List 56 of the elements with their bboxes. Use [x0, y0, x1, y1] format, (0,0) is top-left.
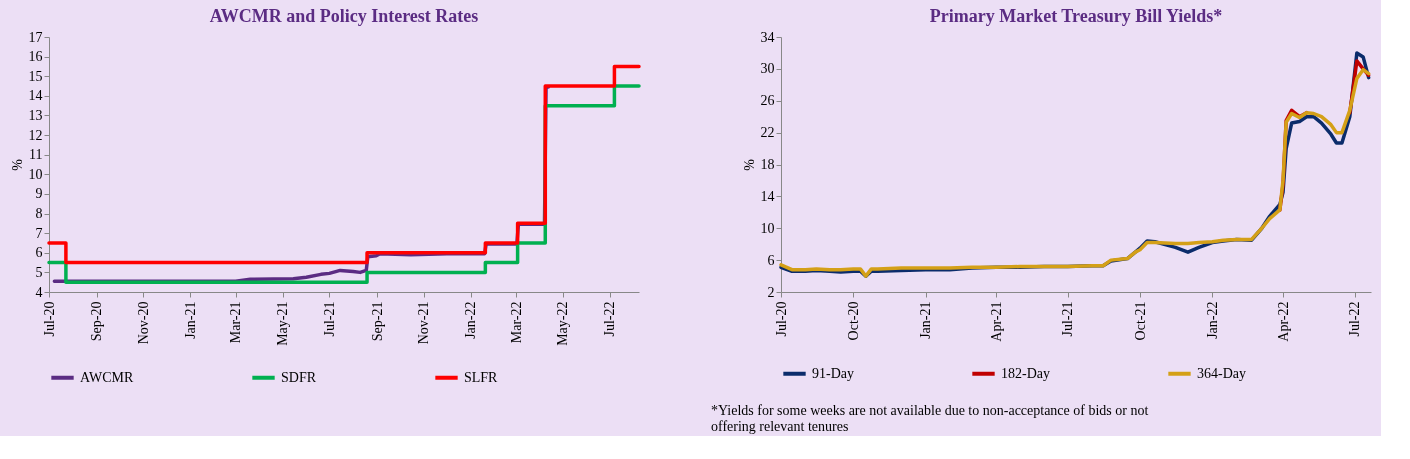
chart-title: AWCMR and Policy Interest Rates [209, 6, 479, 26]
y-tick-label: 13 [28, 107, 43, 123]
legend-label: 91-Day [812, 365, 854, 381]
x-tick-label: May-22 [555, 301, 571, 346]
y-tick-label: 11 [29, 147, 43, 163]
y-tick-label: 10 [760, 220, 775, 236]
x-tick-label: Jul-21 [1060, 301, 1076, 337]
y-tick-label: 15 [28, 68, 43, 84]
y-tick-label: 14 [760, 188, 775, 204]
x-tick-label: May-21 [275, 301, 291, 346]
x-tick-label: Jul-20 [41, 301, 57, 337]
x-tick-label: Oct-21 [1132, 301, 1148, 341]
y-tick-label: 6 [767, 252, 775, 268]
x-tick-label: Jan-22 [463, 301, 479, 339]
y-tick-label: 6 [35, 245, 43, 261]
y-tick-label: 18 [760, 157, 775, 172]
y-tick-label: 2 [767, 284, 775, 300]
y-tick-label: 10 [28, 166, 43, 182]
y-tick-label: 4 [35, 284, 43, 300]
x-tick-label: Apr-22 [1275, 301, 1291, 342]
chart-title: Primary Market Treasury Bill Yields* [929, 6, 1223, 26]
y-axis-title: % [9, 158, 25, 171]
y-tick-label: 14 [28, 88, 43, 104]
y-tick-label: 12 [28, 127, 43, 143]
legend-label: SLFR [464, 369, 499, 385]
legend-label: 364-Day [1197, 365, 1246, 381]
y-tick-label: 5 [35, 264, 43, 280]
y-tick-label: 8 [35, 206, 43, 222]
y-axis-title: % [741, 158, 757, 171]
x-tick-label: Oct-20 [845, 301, 861, 341]
y-tick-label: 30 [760, 61, 775, 77]
x-tick-label: Mar-22 [508, 301, 524, 344]
x-tick-label: Jan-21 [918, 301, 934, 339]
text: *Yields for some weeks are not available due to non-acceptance of bids or not offering relevant tenures [711, 403, 1149, 434]
x-tick-label: Mar-21 [228, 301, 244, 344]
legend-label: 182-Day [1001, 365, 1050, 381]
legend-label: SDFR [281, 369, 317, 385]
x-tick-label: Jul-20 [773, 301, 789, 337]
y-tick-label: 7 [35, 225, 43, 241]
x-tick-label: Jan-22 [1204, 301, 1220, 339]
x-tick-label: Apr-21 [988, 301, 1004, 342]
y-tick-label: 9 [35, 186, 43, 202]
y-tick-label: 17 [28, 29, 43, 45]
y-tick-label: 34 [760, 29, 775, 45]
x-tick-label: Sep-21 [369, 301, 385, 342]
x-tick-label: Jan-21 [182, 301, 198, 339]
x-tick-label: Sep-20 [89, 301, 105, 342]
y-tick-label: 22 [760, 125, 775, 141]
x-tick-label: Nov-20 [135, 301, 151, 345]
legend-label: AWCMR [80, 369, 134, 385]
y-tick-label: 26 [760, 93, 775, 109]
x-tick-label: Nov-21 [416, 301, 432, 345]
y-tick-label: 16 [28, 49, 43, 65]
x-tick-label: Jul-22 [602, 301, 618, 337]
x-tick-label: Jul-22 [1347, 301, 1362, 337]
x-tick-label: Jul-21 [321, 301, 337, 337]
